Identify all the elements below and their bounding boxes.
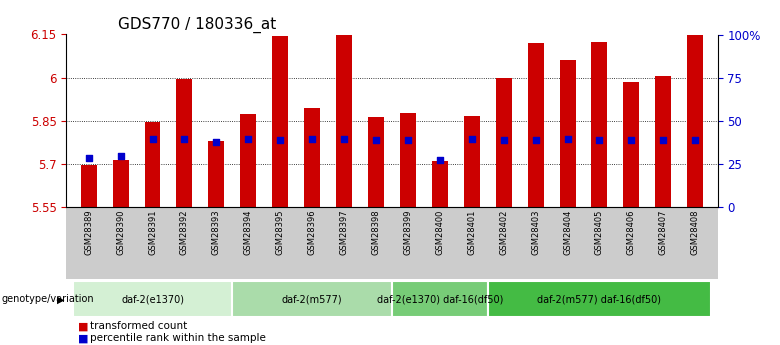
Text: daf-2(e1370) daf-16(df50): daf-2(e1370) daf-16(df50) [377,294,503,304]
Point [210,139,222,145]
Bar [464,116,480,207]
Text: daf-2(e1370): daf-2(e1370) [121,294,184,304]
Bar [687,35,704,207]
Bar [400,113,416,207]
Bar [144,122,161,207]
Bar [176,79,193,207]
Bar [623,82,640,207]
Point [434,157,446,162]
Bar [591,42,608,207]
Point [115,153,127,159]
Bar [432,161,448,207]
Bar [240,114,257,207]
Point [370,137,382,142]
Bar [80,165,97,207]
Text: transformed count: transformed count [90,321,187,331]
Text: genotype/variation: genotype/variation [2,294,94,304]
Bar [559,60,576,207]
Bar [208,141,225,207]
Text: daf-2(m577) daf-16(df50): daf-2(m577) daf-16(df50) [537,294,661,304]
Point [498,137,510,142]
Bar [527,43,544,207]
Text: percentile rank within the sample: percentile rank within the sample [90,333,265,343]
Point [83,155,95,161]
Point [402,137,414,143]
Point [625,137,637,142]
Point [178,137,190,142]
Bar [368,117,384,207]
Point [466,137,478,142]
Text: ■: ■ [78,321,88,331]
Point [594,137,606,143]
Bar [112,159,129,207]
Bar [304,108,320,207]
Point [689,137,701,143]
Point [147,137,159,142]
Bar [272,36,288,207]
Point [306,137,318,142]
Text: ▶: ▶ [57,294,65,304]
Point [657,137,669,142]
Bar [336,35,352,207]
Bar [496,78,512,207]
Text: daf-2(m577): daf-2(m577) [282,294,342,304]
Text: GDS770 / 180336_at: GDS770 / 180336_at [119,17,277,33]
Point [562,137,574,142]
Point [338,137,350,142]
Point [242,137,254,142]
Point [530,137,542,142]
Point [274,137,286,143]
Bar [655,76,672,207]
Text: ■: ■ [78,333,88,343]
